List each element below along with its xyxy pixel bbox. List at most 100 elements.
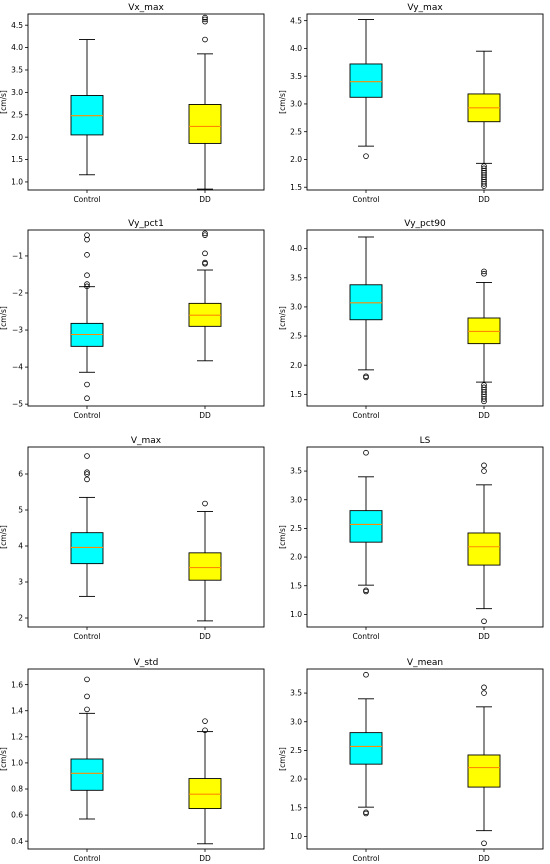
outlier-point [481, 384, 487, 391]
y-tick-label: 1.0 [11, 178, 23, 187]
y-tick-label: 2.0 [290, 155, 302, 164]
chart-panel-8: V_mean [cm/s] 1.0 1.5 2.0 2.5 3.0 3.5 Control DD [278, 658, 544, 863]
y-axis-label: [cm/s] [0, 306, 8, 330]
x-tick-label: Control [352, 854, 379, 863]
outlier-point [84, 706, 90, 713]
outlier-point [481, 270, 487, 277]
box-control [349, 236, 383, 381]
axes-frame [306, 446, 544, 628]
y-tick-label: 1.5 [11, 155, 23, 164]
iqr-box [188, 104, 222, 144]
outlier-point [202, 718, 208, 724]
box-dd [188, 14, 222, 190]
outlier-point [481, 468, 487, 474]
outlier-point [202, 36, 208, 43]
x-tick-label: DD [199, 411, 211, 420]
y-tick-label: 3 [18, 578, 23, 587]
iqr-box [349, 284, 383, 321]
y-tick-label: 5 [18, 506, 23, 515]
y-tick-label: 3.0 [290, 100, 302, 109]
y-tick-label: 1.5 [290, 803, 302, 812]
chart-title: V_max [131, 436, 162, 446]
chart-panel-5: V_max [cm/s] 2 3 4 5 6 Control DD [0, 436, 265, 641]
y-axis-label: [cm/s] [278, 525, 287, 549]
y-tick-label: 0.6 [11, 811, 23, 820]
outlier-point [84, 272, 90, 279]
outlier-point [84, 453, 90, 459]
outlier-point [84, 676, 90, 683]
y-axis-label: [cm/s] [278, 90, 287, 114]
box-dd [467, 684, 501, 847]
x-tick-label: DD [478, 195, 490, 204]
outlier-point [84, 236, 90, 243]
outlier-point [84, 476, 90, 483]
y-tick-label: 1.0 [11, 759, 23, 768]
x-tick-label: DD [478, 411, 490, 420]
outlier-point [202, 250, 208, 257]
y-tick-label: 4.0 [11, 43, 23, 52]
y-tick-label: 4.0 [290, 44, 302, 53]
outlier-point [481, 840, 487, 847]
iqr-box [188, 778, 222, 810]
y-tick-label: 1.4 [11, 706, 23, 715]
y-tick-label: 2.5 [290, 127, 302, 136]
y-tick-label: 1.6 [11, 680, 23, 689]
chart-panel-1: Vx_max [cm/s] 1.0 1.5 2.0 2.5 3.0 3.5 4.0 4.5 Cont… [0, 3, 265, 204]
chart-title: Vx_max [128, 3, 164, 13]
x-tick-label: Control [73, 632, 100, 641]
outlier-point [363, 587, 369, 594]
box-control [70, 453, 104, 597]
y-tick-label: 4.5 [11, 21, 23, 30]
outlier-point [202, 232, 208, 238]
y-tick-label: 1.5 [290, 183, 302, 192]
box-control [349, 671, 383, 817]
y-tick-label: 3.5 [290, 689, 302, 698]
y-tick-label: 3.0 [11, 88, 23, 97]
y-tick-label: 2.5 [290, 746, 302, 755]
box-control [70, 39, 104, 176]
outlier-point [84, 693, 90, 700]
outlier-point [363, 153, 369, 159]
axes-frame [27, 13, 265, 191]
outlier-point [202, 18, 208, 25]
y-tick-label: −5 [12, 400, 23, 409]
outlier-point [363, 809, 369, 816]
chart-panel-7: V_std [cm/s] 0.4 0.6 0.8 1.0 1.2 1.4 1.6 Control D… [0, 658, 265, 863]
box-dd [188, 500, 222, 622]
y-tick-label: 0.4 [11, 837, 23, 846]
y-axis-label: [cm/s] [0, 90, 8, 114]
chart-title: Vy_max [407, 3, 443, 13]
y-tick-label: 3.0 [290, 303, 302, 312]
iqr-box [188, 552, 222, 581]
box-dd [467, 50, 501, 189]
y-tick-label: −3 [12, 326, 23, 335]
outlier-point [481, 268, 487, 275]
y-tick-label: 3.5 [290, 72, 302, 81]
outlier-point [481, 684, 487, 691]
outlier-point [84, 281, 90, 287]
chart-title: Vy_pct90 [404, 219, 446, 229]
x-tick-label: Control [352, 632, 379, 641]
box-dd [467, 268, 501, 405]
outlier-point [481, 163, 487, 169]
outlier-point [202, 230, 208, 237]
x-tick-label: Control [352, 411, 379, 420]
y-tick-label: 1.0 [290, 832, 302, 841]
y-tick-label: 4.0 [290, 244, 302, 253]
chart-title: V_mean [407, 658, 443, 668]
chart-panel-6: LS [cm/s] 1.0 1.5 2.0 2.5 3.0 3.5 Control DD [278, 436, 544, 641]
box-control [349, 449, 383, 595]
y-tick-label: 4.5 [290, 16, 302, 25]
outlier-point [481, 462, 487, 469]
x-tick-label: DD [478, 632, 490, 641]
y-tick-label: 6 [18, 470, 23, 479]
iqr-box [467, 754, 501, 788]
y-tick-label: 3.5 [290, 273, 302, 282]
box-control [70, 676, 104, 820]
y-tick-label: 2.0 [290, 553, 302, 562]
outlier-point [84, 252, 90, 258]
box-control [70, 232, 104, 402]
axes-frame [27, 229, 265, 407]
axes-frame [306, 229, 544, 407]
